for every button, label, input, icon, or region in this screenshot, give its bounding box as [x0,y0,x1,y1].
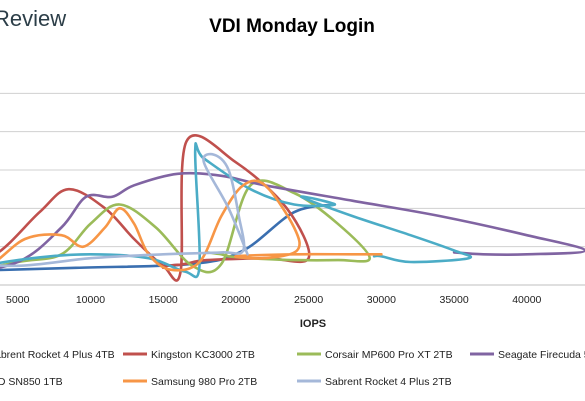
x-axis-label: IOPS [300,318,326,330]
x-tick-label-4: 25000 [294,294,323,306]
x-tick-label-0: 5000 [6,294,30,306]
x-tick-label-1: 10000 [76,294,105,306]
legend-label-7: Sabrent Rocket 4 Plus 2TB [325,376,452,388]
legend-item-3: Corsair MP600 Pro XT 2TB [297,349,453,361]
x-tick-label-5: 30000 [367,294,396,306]
series-line-6 [0,179,383,272]
legend-item-7: Sabrent Rocket 4 Plus 2TB [297,376,452,388]
series-line-5 [0,142,473,279]
plot-series [0,134,585,282]
series-line-4 [0,171,585,269]
x-tick-label-6: 35000 [439,294,468,306]
x-tick-labels: 5000 10000 15000 20000 25000 30000 35000 40000 [6,294,542,306]
legend-label-4: Seagate Firecuda 530 2TB [498,349,585,361]
legend-item-2: Kingston KC3000 2TB [123,349,255,361]
x-tick-label-2: 15000 [149,294,178,306]
legend-label-6: Samsung 980 Pro 2TB [151,376,257,388]
legend-item-6: Samsung 980 Pro 2TB [123,376,257,388]
series-line-1 [0,203,337,272]
series-line-7 [0,152,249,268]
legend-item-5: WD SN850 1TB [0,376,63,388]
legend-item-4: Seagate Firecuda 530 2TB [470,349,585,361]
legend-label-3: Corsair MP600 Pro XT 2TB [325,349,453,361]
x-tick-label-7: 40000 [512,294,541,306]
chart-title: VDI Monday Login [209,16,375,37]
x-tick-label-3: 20000 [221,294,250,306]
legend-item-1: Sabrent Rocket 4 Plus 4TB [0,349,115,361]
brand-logo-text: Review [0,6,66,31]
legend-label-2: Kingston KC3000 2TB [151,349,255,361]
legend-label-5: WD SN850 1TB [0,376,63,388]
gridlines [0,92,585,248]
legend-label-1: Sabrent Rocket 4 Plus 4TB [0,349,115,361]
legend: Sabrent Rocket 4 Plus 4TB Kingston KC3000… [0,349,585,388]
